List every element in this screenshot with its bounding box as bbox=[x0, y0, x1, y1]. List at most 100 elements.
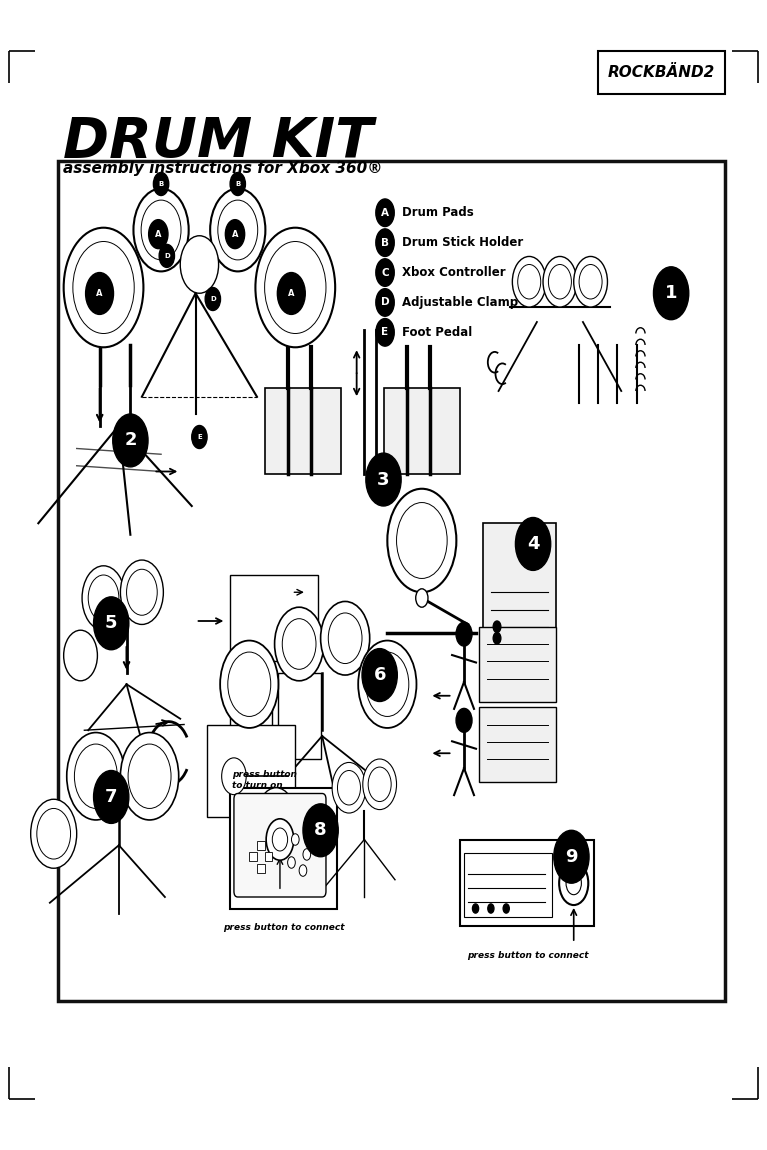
Circle shape bbox=[559, 861, 588, 905]
Circle shape bbox=[206, 288, 221, 310]
Circle shape bbox=[366, 453, 401, 506]
Bar bbox=[479, 707, 556, 782]
Text: A: A bbox=[155, 230, 162, 239]
Text: D: D bbox=[164, 253, 170, 259]
Circle shape bbox=[149, 220, 168, 248]
Circle shape bbox=[291, 834, 299, 845]
Bar bbox=[460, 840, 594, 926]
Circle shape bbox=[120, 733, 179, 820]
Circle shape bbox=[225, 220, 245, 248]
Text: A: A bbox=[288, 289, 295, 298]
Circle shape bbox=[503, 904, 509, 913]
Text: 2: 2 bbox=[124, 431, 137, 450]
Text: A: A bbox=[97, 289, 103, 298]
Text: 6: 6 bbox=[374, 666, 386, 684]
Circle shape bbox=[493, 621, 501, 632]
Text: B: B bbox=[381, 238, 389, 247]
Circle shape bbox=[387, 489, 456, 592]
Text: A: A bbox=[381, 208, 389, 217]
Circle shape bbox=[153, 172, 169, 196]
Text: 4: 4 bbox=[527, 535, 539, 553]
Text: 9: 9 bbox=[565, 848, 578, 866]
Circle shape bbox=[376, 289, 394, 316]
Text: 8: 8 bbox=[314, 821, 327, 839]
Bar bbox=[249, 852, 257, 861]
Text: ROCKBÄND2: ROCKBÄND2 bbox=[608, 64, 715, 81]
Circle shape bbox=[512, 256, 546, 307]
Circle shape bbox=[275, 607, 324, 681]
FancyBboxPatch shape bbox=[234, 793, 326, 897]
Text: to turn on: to turn on bbox=[232, 781, 283, 790]
Text: 3: 3 bbox=[377, 470, 390, 489]
Circle shape bbox=[515, 518, 551, 570]
Circle shape bbox=[321, 601, 370, 675]
Text: press button to connect: press button to connect bbox=[223, 923, 344, 933]
Circle shape bbox=[266, 819, 294, 860]
Text: B: B bbox=[235, 181, 240, 187]
Circle shape bbox=[362, 649, 397, 702]
Circle shape bbox=[120, 560, 163, 624]
Circle shape bbox=[376, 229, 394, 256]
Circle shape bbox=[456, 622, 472, 646]
Circle shape bbox=[255, 228, 335, 347]
Circle shape bbox=[257, 788, 295, 845]
Circle shape bbox=[31, 799, 77, 868]
Text: 1: 1 bbox=[665, 284, 677, 302]
Text: 5: 5 bbox=[105, 614, 117, 632]
Circle shape bbox=[222, 758, 246, 795]
Text: Adjustable Clamp: Adjustable Clamp bbox=[402, 296, 518, 309]
Circle shape bbox=[456, 708, 472, 733]
Bar bbox=[479, 627, 556, 702]
Text: D: D bbox=[210, 296, 216, 302]
Bar bbox=[230, 575, 318, 661]
Circle shape bbox=[180, 236, 219, 293]
Circle shape bbox=[133, 189, 189, 271]
Bar bbox=[483, 523, 556, 650]
Text: D: D bbox=[380, 298, 390, 307]
Circle shape bbox=[303, 849, 311, 860]
Bar bbox=[384, 388, 460, 474]
Bar bbox=[265, 852, 272, 861]
Bar bbox=[207, 724, 295, 816]
Bar bbox=[230, 673, 272, 759]
Circle shape bbox=[67, 733, 125, 820]
Circle shape bbox=[64, 630, 97, 681]
Circle shape bbox=[86, 273, 114, 314]
Bar bbox=[257, 864, 265, 873]
Circle shape bbox=[488, 904, 494, 913]
Text: Xbox Controller: Xbox Controller bbox=[402, 266, 505, 279]
Bar bbox=[278, 673, 321, 759]
Text: press button: press button bbox=[232, 769, 298, 779]
Text: A: A bbox=[232, 230, 239, 239]
Circle shape bbox=[416, 589, 428, 607]
Text: E: E bbox=[381, 328, 389, 337]
Circle shape bbox=[566, 872, 581, 895]
Circle shape bbox=[332, 762, 366, 813]
Circle shape bbox=[376, 199, 394, 227]
Circle shape bbox=[64, 228, 143, 347]
Circle shape bbox=[299, 865, 307, 876]
Text: Drum Stick Holder: Drum Stick Holder bbox=[402, 236, 523, 250]
Circle shape bbox=[230, 172, 245, 196]
Circle shape bbox=[554, 830, 589, 883]
Circle shape bbox=[574, 256, 607, 307]
Text: Drum Pads: Drum Pads bbox=[402, 206, 474, 220]
Circle shape bbox=[82, 566, 125, 630]
Circle shape bbox=[363, 759, 397, 810]
Bar bbox=[464, 853, 552, 917]
Text: press button to connect: press button to connect bbox=[467, 951, 588, 960]
Text: 7: 7 bbox=[105, 788, 117, 806]
Text: B: B bbox=[159, 181, 163, 187]
Circle shape bbox=[278, 273, 305, 314]
FancyBboxPatch shape bbox=[598, 51, 725, 94]
Text: Foot Pedal: Foot Pedal bbox=[402, 325, 472, 339]
Circle shape bbox=[472, 904, 479, 913]
Circle shape bbox=[493, 632, 501, 644]
Text: E: E bbox=[197, 434, 202, 440]
Circle shape bbox=[210, 189, 265, 271]
Circle shape bbox=[113, 414, 148, 467]
Circle shape bbox=[160, 245, 174, 267]
Bar bbox=[265, 388, 341, 474]
Circle shape bbox=[94, 770, 129, 823]
Circle shape bbox=[376, 259, 394, 286]
